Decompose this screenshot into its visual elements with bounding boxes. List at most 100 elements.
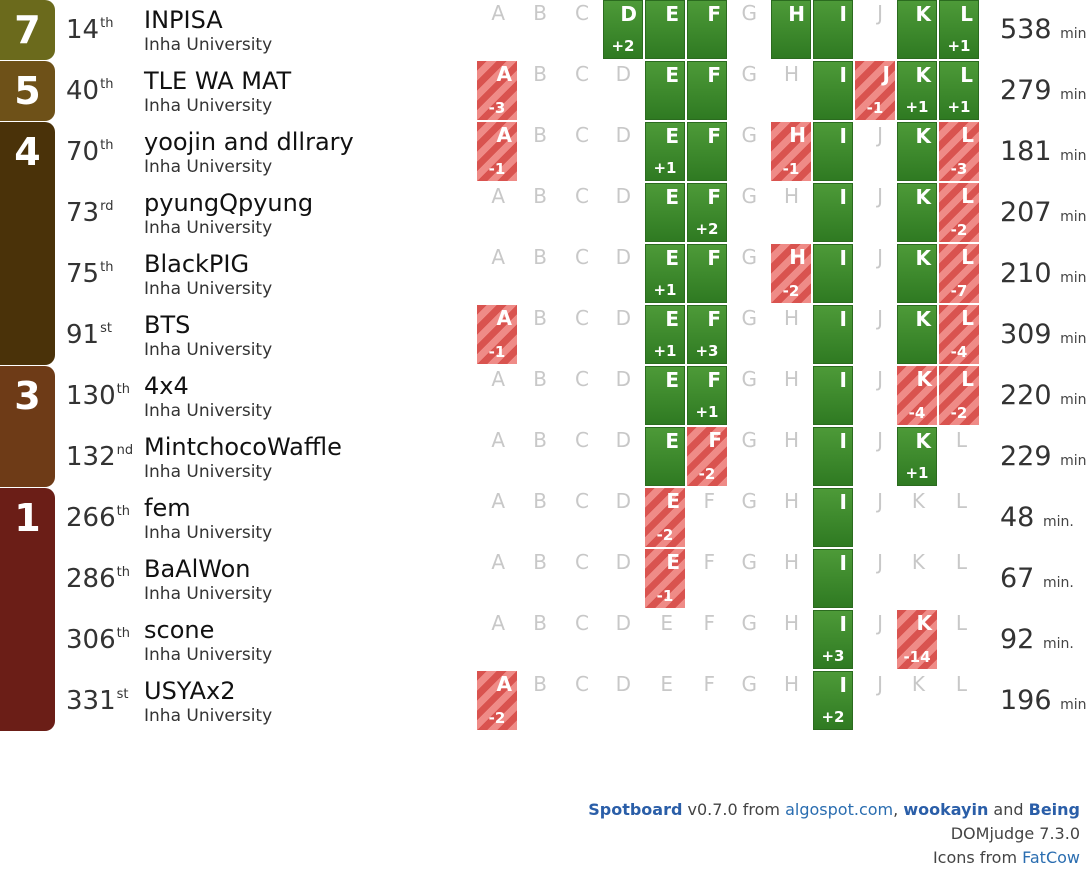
wookayin-link[interactable]: wookayin (903, 800, 989, 819)
problem-letter: I (839, 490, 847, 514)
team-row[interactable]: 132nd MintchocoWaffle Inha University A B C D E… (0, 427, 1087, 488)
problem-letter: H (783, 306, 799, 330)
problem-cell-k: K (897, 488, 937, 547)
problem-letter: K (911, 550, 925, 574)
rank-number: 306 (66, 625, 116, 655)
problem-letter: C (575, 1, 589, 25)
problem-cell-g: G (729, 549, 769, 608)
problem-letter: L (955, 489, 967, 513)
team-rank: 132nd (66, 441, 133, 473)
problem-letter: L (960, 2, 973, 26)
and-text: and (993, 800, 1024, 819)
team-university: Inha University (144, 462, 273, 482)
problem-cell-k: K +1 (897, 61, 937, 120)
problem-cell-h: H -1 (771, 122, 811, 181)
problem-letter: J (877, 306, 883, 330)
penalty-time: 220 min. (1000, 380, 1087, 416)
problem-letter: B (533, 611, 547, 635)
rank-number: 14 (66, 15, 100, 45)
problem-cell-j: J (855, 549, 895, 608)
problem-letter: I (839, 307, 847, 331)
penalty-time: 92 min. (1000, 624, 1074, 660)
algospot-link[interactable]: algospot.com (785, 800, 894, 819)
team-rank: 130th (66, 380, 130, 412)
problem-cell-c: C (561, 61, 601, 120)
problem-letter: A (496, 62, 512, 86)
penalty-minutes: 207 (1000, 197, 1052, 228)
problem-letter: K (915, 2, 932, 26)
problem-cell-b: B (519, 244, 559, 303)
team-row[interactable]: 14th INPISA Inha University A B C D +2 E F G H I J K L +… (0, 0, 1087, 61)
minute-unit: min. (1060, 392, 1087, 408)
problem-cell-g: G (729, 305, 769, 364)
problem-letter: H (783, 672, 799, 696)
problem-cell-j: J (855, 183, 895, 242)
problem-cell-l: L -3 (939, 122, 979, 181)
problem-letter: D (615, 611, 631, 635)
problem-letter: D (615, 306, 631, 330)
problem-cell-j: J (855, 427, 895, 486)
penalty-time: 181 min. (1000, 136, 1087, 172)
problem-cell-b: B (519, 122, 559, 181)
problem-letter: F (703, 489, 715, 513)
problem-letter: E (665, 2, 679, 26)
attempt-delta: -1 (782, 160, 800, 178)
being-link[interactable]: Being (1028, 800, 1080, 819)
team-row[interactable]: 40th TLE WA MAT Inha University A -3 B C D E F G H I… (0, 61, 1087, 122)
team-row[interactable]: 91st BTS Inha University A -1 B C D E +1 F +3 G H I J K L… (0, 305, 1087, 366)
attempt-delta: -1 (488, 160, 506, 178)
icons-from-text: Icons from (932, 848, 1018, 867)
problem-letter: C (575, 611, 589, 635)
team-row[interactable]: 73rd pyungQpyung Inha University A B C D E F +2 G H… (0, 183, 1087, 244)
attempt-delta: -2 (488, 709, 506, 727)
problem-letter: C (575, 550, 589, 574)
attempt-delta: -4 (908, 404, 926, 422)
team-row[interactable]: 130th 4x4 Inha University A B C D E F +1 G H I J K -4 L -… (0, 366, 1087, 427)
team-name: 4x4 (144, 372, 189, 400)
problem-letter: E (665, 124, 679, 148)
problem-letter: B (533, 245, 547, 269)
problem-letter: A (496, 123, 512, 147)
minute-unit: min. (1042, 636, 1074, 652)
problem-letter: L (961, 184, 974, 208)
fatcow-link[interactable]: FatCow (1022, 848, 1080, 867)
attempt-delta: -14 (903, 648, 931, 666)
minute-unit: min. (1060, 209, 1087, 225)
problem-cell-d: D (603, 305, 643, 364)
problem-letter: B (533, 550, 547, 574)
problem-letter: K (911, 489, 925, 513)
team-row[interactable]: 266th fem Inha University A B C D E -2 F G H I J K L 48 … (0, 488, 1087, 549)
team-row[interactable]: 306th scone Inha University A B C D E F G H I +3 J K -1… (0, 610, 1087, 671)
problem-letter: A (496, 306, 512, 330)
problem-cell-h: H (771, 366, 811, 425)
penalty-time: 48 min. (1000, 502, 1074, 538)
penalty-minutes: 196 (1000, 685, 1052, 716)
problem-cell-g: G (729, 427, 769, 486)
problem-cell-f: F +3 (687, 305, 727, 364)
team-row[interactable]: 286th BaAlWon Inha University A B C D E -1 F G H I J K… (0, 549, 1087, 610)
problem-cell-a: A (477, 427, 517, 486)
problem-letter: K (915, 429, 932, 453)
problem-letter: F (707, 63, 721, 87)
problem-cell-j: J (855, 122, 895, 181)
problem-cell-k: K -4 (897, 366, 937, 425)
problem-letter: C (575, 428, 589, 452)
team-row[interactable]: 75th BlackPIG Inha University A B C D E +1 F G H -2 I… (0, 244, 1087, 305)
team-row[interactable]: 70th yoojin and dllrary Inha University A -1… (0, 122, 1087, 183)
problem-letter: J (877, 245, 883, 269)
problem-letter: L (955, 550, 967, 574)
problem-letter: I (839, 246, 847, 270)
team-rank: 331st (66, 685, 129, 717)
problem-letter: I (839, 673, 847, 697)
problem-cell-d: D (603, 61, 643, 120)
problem-letter: C (575, 184, 589, 208)
team-row[interactable]: 331st USYAx2 Inha University A -2 B C D E F G H I +2 J… (0, 671, 1087, 732)
problem-letter: D (615, 245, 631, 269)
problem-cell-g: G (729, 183, 769, 242)
spotboard-link[interactable]: Spotboard (588, 800, 683, 819)
problem-cell-f: F (687, 61, 727, 120)
problem-cell-h: H (771, 305, 811, 364)
problem-letter: E (660, 611, 673, 635)
problem-letter: C (575, 367, 589, 391)
attempt-delta: -1 (656, 587, 674, 605)
